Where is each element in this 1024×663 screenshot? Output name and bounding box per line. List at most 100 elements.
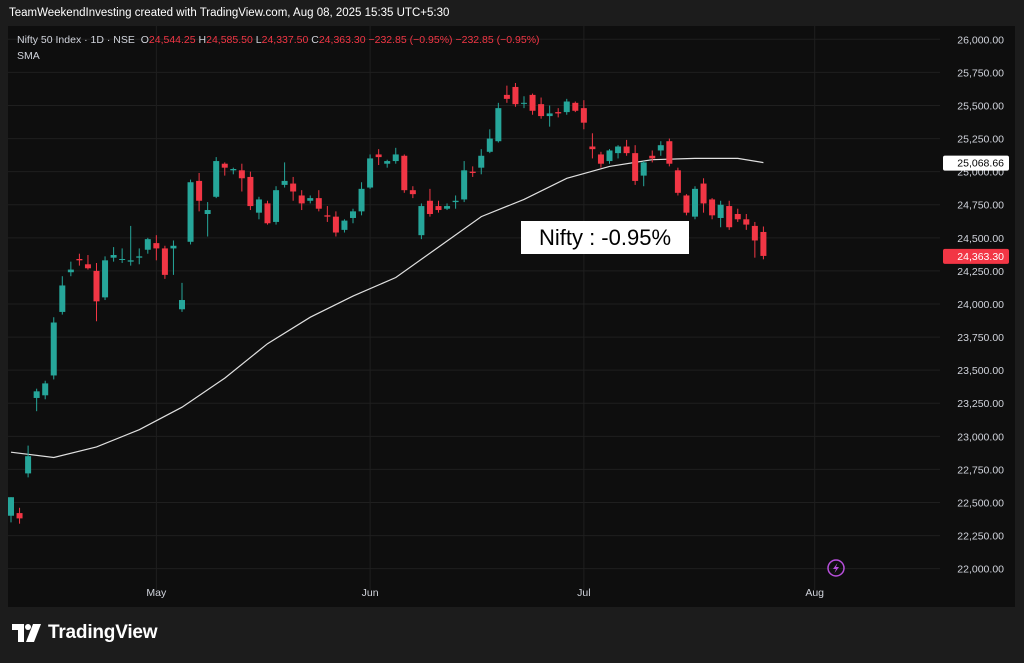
candle-body: [546, 113, 553, 117]
chart-legend: Nifty 50 Index · 1D · NSE O24,544.25 H24…: [17, 34, 540, 46]
time-axis[interactable]: May Jun Jul Aug: [146, 587, 824, 599]
candle-body: [486, 138, 493, 152]
candle-body: [315, 198, 322, 209]
candle-body: [119, 258, 126, 260]
candle-body: [8, 497, 14, 516]
sma-indicator-label[interactable]: SMA: [17, 50, 40, 62]
candle-body: [273, 190, 280, 222]
price-tick-label: 23,000.00: [957, 431, 1004, 443]
chart-area[interactable]: 22,000.00 22,250.00 22,500.00 22,750.00 23,0…: [0, 26, 1015, 607]
candle-body: [401, 155, 408, 191]
candle: [384, 159, 391, 168]
candle: [273, 186, 280, 225]
candle: [461, 161, 468, 203]
candle: [435, 200, 442, 213]
candle: [247, 171, 254, 211]
candle-body: [179, 300, 185, 310]
candle: [221, 162, 228, 176]
candle-body: [683, 195, 690, 213]
price-tick-label: 22,500.00: [957, 498, 1004, 510]
candle: [290, 176, 297, 201]
candle-body: [16, 513, 23, 519]
candle-body: [358, 188, 365, 212]
candle-body: [341, 220, 348, 230]
sma-price-tag: 25,068.66: [943, 155, 1009, 171]
price-axis-background: [940, 26, 1015, 607]
watermark-header: TeamWeekendInvesting created with Tradin…: [0, 0, 1024, 26]
candle: [572, 101, 579, 113]
candlestick-chart[interactable]: 22,000.00 22,250.00 22,500.00 22,750.00 23,0…: [0, 26, 1015, 607]
candle: [503, 85, 510, 103]
candle: [341, 219, 348, 233]
price-tick-label: 25,750.00: [957, 67, 1004, 79]
candle: [136, 248, 143, 265]
candle-body: [59, 285, 66, 312]
candle-body: [734, 214, 741, 220]
annotation-box[interactable]: Nifty : -0.95%: [521, 221, 689, 254]
candle-body: [33, 391, 40, 398]
candle-body: [692, 188, 698, 217]
candle: [358, 182, 365, 216]
candle: [324, 206, 331, 222]
price-tick-label: 23,750.00: [957, 332, 1004, 344]
candle: [170, 240, 177, 275]
candle: [563, 98, 570, 115]
price-tick-label: 22,000.00: [957, 564, 1004, 576]
candle: [546, 105, 553, 127]
candle-body: [93, 270, 100, 302]
candle: [529, 93, 536, 115]
candle-body: [469, 171, 476, 173]
candle: [401, 154, 408, 193]
candles-layer: [8, 82, 767, 524]
candle: [692, 186, 698, 220]
candle: [444, 203, 451, 211]
candle-body: [50, 322, 57, 376]
candle-body: [674, 170, 681, 193]
candle-body: [726, 206, 733, 228]
candle: [255, 196, 262, 220]
candle: [8, 497, 14, 523]
candle: [538, 97, 545, 119]
candle: [717, 200, 724, 228]
candle: [469, 166, 476, 177]
candle: [751, 221, 758, 258]
candle: [25, 445, 32, 478]
candle-body: [529, 94, 536, 111]
candle-body: [281, 180, 288, 185]
candle: [84, 255, 91, 270]
candle-body: [521, 102, 527, 104]
high-label: H: [198, 34, 207, 46]
candle-body: [452, 200, 459, 203]
candle-body: [495, 108, 502, 142]
low-value: 24,337.50: [261, 34, 309, 46]
candle: [760, 226, 767, 260]
time-tick-label: May: [146, 587, 167, 599]
candle-body: [127, 260, 134, 262]
candle-body: [144, 239, 151, 250]
candle: [495, 102, 502, 143]
candle-body: [666, 141, 673, 164]
time-tick-label: Jun: [362, 587, 379, 599]
candle: [204, 202, 211, 237]
candle: [196, 172, 203, 212]
candle: [238, 163, 245, 192]
candle-body: [153, 243, 160, 249]
time-tick-label: Jul: [577, 587, 590, 599]
candle: [426, 188, 433, 217]
candle: [640, 161, 647, 187]
candle: [230, 167, 237, 175]
candle: [187, 179, 194, 245]
candle: [332, 211, 339, 237]
header-text: TeamWeekendInvesting created with Tradin…: [9, 7, 450, 19]
candle: [709, 198, 716, 220]
candle: [657, 141, 664, 156]
candle: [666, 138, 673, 167]
candle: [418, 203, 425, 240]
lightning-icon[interactable]: [827, 559, 845, 577]
price-tick-label: 25,500.00: [957, 100, 1004, 112]
candle: [683, 194, 690, 216]
candle-body: [290, 183, 297, 192]
candle-body: [615, 146, 622, 154]
candle-body: [632, 153, 639, 181]
candle-body: [196, 180, 203, 201]
